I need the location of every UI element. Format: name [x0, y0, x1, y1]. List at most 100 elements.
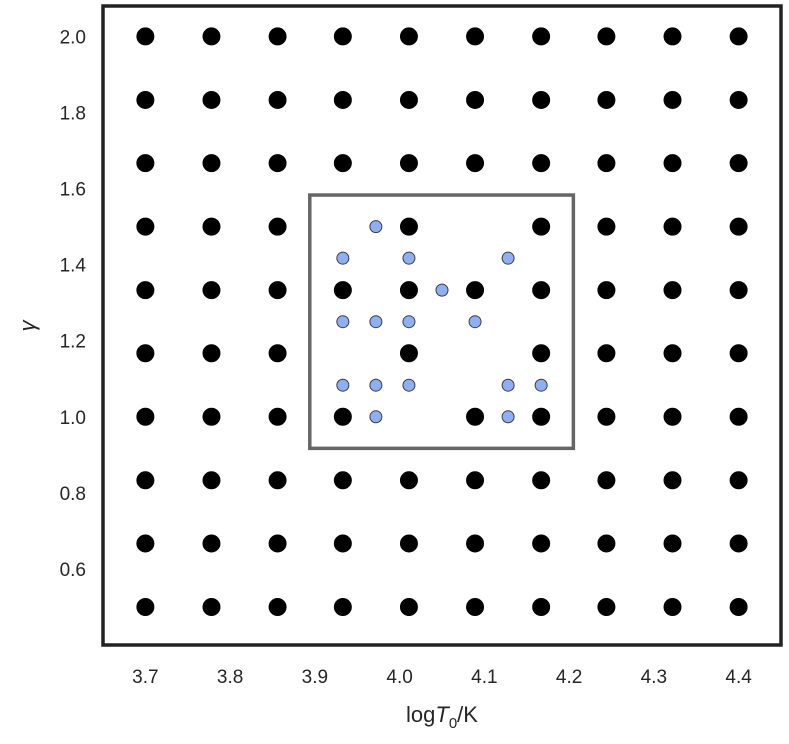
y-tick-label-1: 0.8 — [60, 484, 86, 505]
sample-point-11 — [402, 378, 416, 392]
x-tick-label-4: 4.1 — [471, 667, 497, 688]
grid-point-3-7 — [333, 154, 352, 173]
grid-point-9-1 — [729, 534, 748, 553]
grid-point-1-2 — [202, 471, 221, 490]
x-tick-label-6: 4.3 — [641, 667, 667, 688]
sample-point-5 — [336, 315, 350, 329]
grid-point-5-8 — [466, 90, 485, 109]
y-axis-label: γ — [15, 319, 40, 332]
grid-point-4-0 — [399, 597, 418, 616]
grid-point-5-5 — [466, 281, 485, 300]
sample-point-1 — [336, 251, 350, 265]
y-tick-label-3: 1.2 — [60, 332, 86, 353]
grid-point-4-8 — [399, 90, 418, 109]
grid-point-8-7 — [663, 154, 682, 173]
grid-point-8-3 — [663, 407, 682, 426]
highlight-rectangle — [308, 193, 576, 451]
grid-point-7-7 — [597, 154, 616, 173]
grid-point-9-8 — [729, 90, 748, 109]
grid-point-3-8 — [333, 90, 352, 109]
sample-point-8 — [468, 315, 482, 329]
grid-point-8-4 — [663, 344, 682, 363]
grid-point-4-9 — [399, 27, 418, 46]
grid-point-8-2 — [663, 471, 682, 490]
grid-point-6-9 — [532, 27, 551, 46]
x-tick-label-2: 3.9 — [302, 667, 328, 688]
grid-point-5-1 — [466, 534, 485, 553]
grid-point-8-0 — [663, 597, 682, 616]
grid-point-0-8 — [136, 90, 155, 109]
grid-point-7-4 — [597, 344, 616, 363]
grid-point-1-4 — [202, 344, 221, 363]
grid-point-0-7 — [136, 154, 155, 173]
x-tick-label-7: 4.4 — [725, 667, 752, 688]
grid-point-5-0 — [466, 597, 485, 616]
sample-point-15 — [501, 410, 515, 424]
grid-point-3-0 — [333, 597, 352, 616]
sample-point-12 — [501, 378, 515, 392]
grid-point-6-0 — [532, 597, 551, 616]
sample-point-10 — [369, 378, 383, 392]
y-tick-label-2: 1.0 — [60, 408, 86, 429]
grid-point-5-9 — [466, 27, 485, 46]
sample-point-6 — [369, 315, 383, 329]
grid-point-9-2 — [729, 471, 748, 490]
grid-point-5-2 — [466, 471, 485, 490]
x-axis-label: logT0/K — [406, 702, 478, 732]
x-tick-label-3: 4.0 — [386, 667, 412, 688]
grid-point-3-3 — [333, 407, 352, 426]
grid-point-0-9 — [136, 27, 155, 46]
grid-point-9-0 — [729, 597, 748, 616]
grid-point-3-2 — [333, 471, 352, 490]
grid-point-8-9 — [663, 27, 682, 46]
grid-point-1-7 — [202, 154, 221, 173]
x-tick-label-5: 4.2 — [556, 667, 582, 688]
sample-point-3 — [501, 251, 515, 265]
grid-point-3-9 — [333, 27, 352, 46]
grid-point-1-9 — [202, 27, 221, 46]
grid-point-4-5 — [399, 281, 418, 300]
grid-point-0-6 — [136, 217, 155, 236]
x-tick-labels: 3.7 3.8 3.9 4.0 4.1 4.2 4.3 4.4 — [132, 667, 752, 688]
grid-point-0-1 — [136, 534, 155, 553]
sample-point-13 — [534, 378, 548, 392]
grid-point-7-5 — [597, 281, 616, 300]
plot-frame — [101, 4, 783, 647]
grid-point-9-6 — [729, 217, 748, 236]
x-tick-label-1: 3.8 — [217, 667, 243, 688]
grid-point-1-6 — [202, 217, 221, 236]
y-tick-label-5: 1.6 — [60, 180, 86, 201]
grid-point-9-5 — [729, 281, 748, 300]
grid-point-7-6 — [597, 217, 616, 236]
y-tick-label-0: 0.6 — [60, 560, 86, 581]
grid-point-2-1 — [268, 534, 287, 553]
grid-point-7-9 — [597, 27, 616, 46]
grid-point-1-1 — [202, 534, 221, 553]
frame-layer — [101, 4, 783, 647]
grid-point-2-5 — [268, 281, 287, 300]
grid-point-4-1 — [399, 534, 418, 553]
sample-point-4 — [435, 283, 449, 297]
grid-point-6-7 — [532, 154, 551, 173]
sample-point-0 — [369, 220, 383, 234]
sample-point-14 — [369, 410, 383, 424]
y-tick-label-6: 1.8 — [60, 104, 86, 125]
grid-point-0-0 — [136, 597, 155, 616]
grid-point-9-7 — [729, 154, 748, 173]
grid-point-2-3 — [268, 407, 287, 426]
grid-point-6-8 — [532, 90, 551, 109]
grid-point-4-6 — [399, 217, 418, 236]
grid-point-0-3 — [136, 407, 155, 426]
grid-point-1-3 — [202, 407, 221, 426]
grid-point-8-1 — [663, 534, 682, 553]
grid-point-7-8 — [597, 90, 616, 109]
grid-point-0-5 — [136, 281, 155, 300]
grid-point-2-9 — [268, 27, 287, 46]
grid-point-8-6 — [663, 217, 682, 236]
grid-point-3-1 — [333, 534, 352, 553]
grid-point-3-5 — [333, 281, 352, 300]
grid-point-6-3 — [532, 407, 551, 426]
x-tick-label-0: 3.7 — [132, 667, 158, 688]
grid-point-1-0 — [202, 597, 221, 616]
marks-layer — [136, 27, 748, 616]
